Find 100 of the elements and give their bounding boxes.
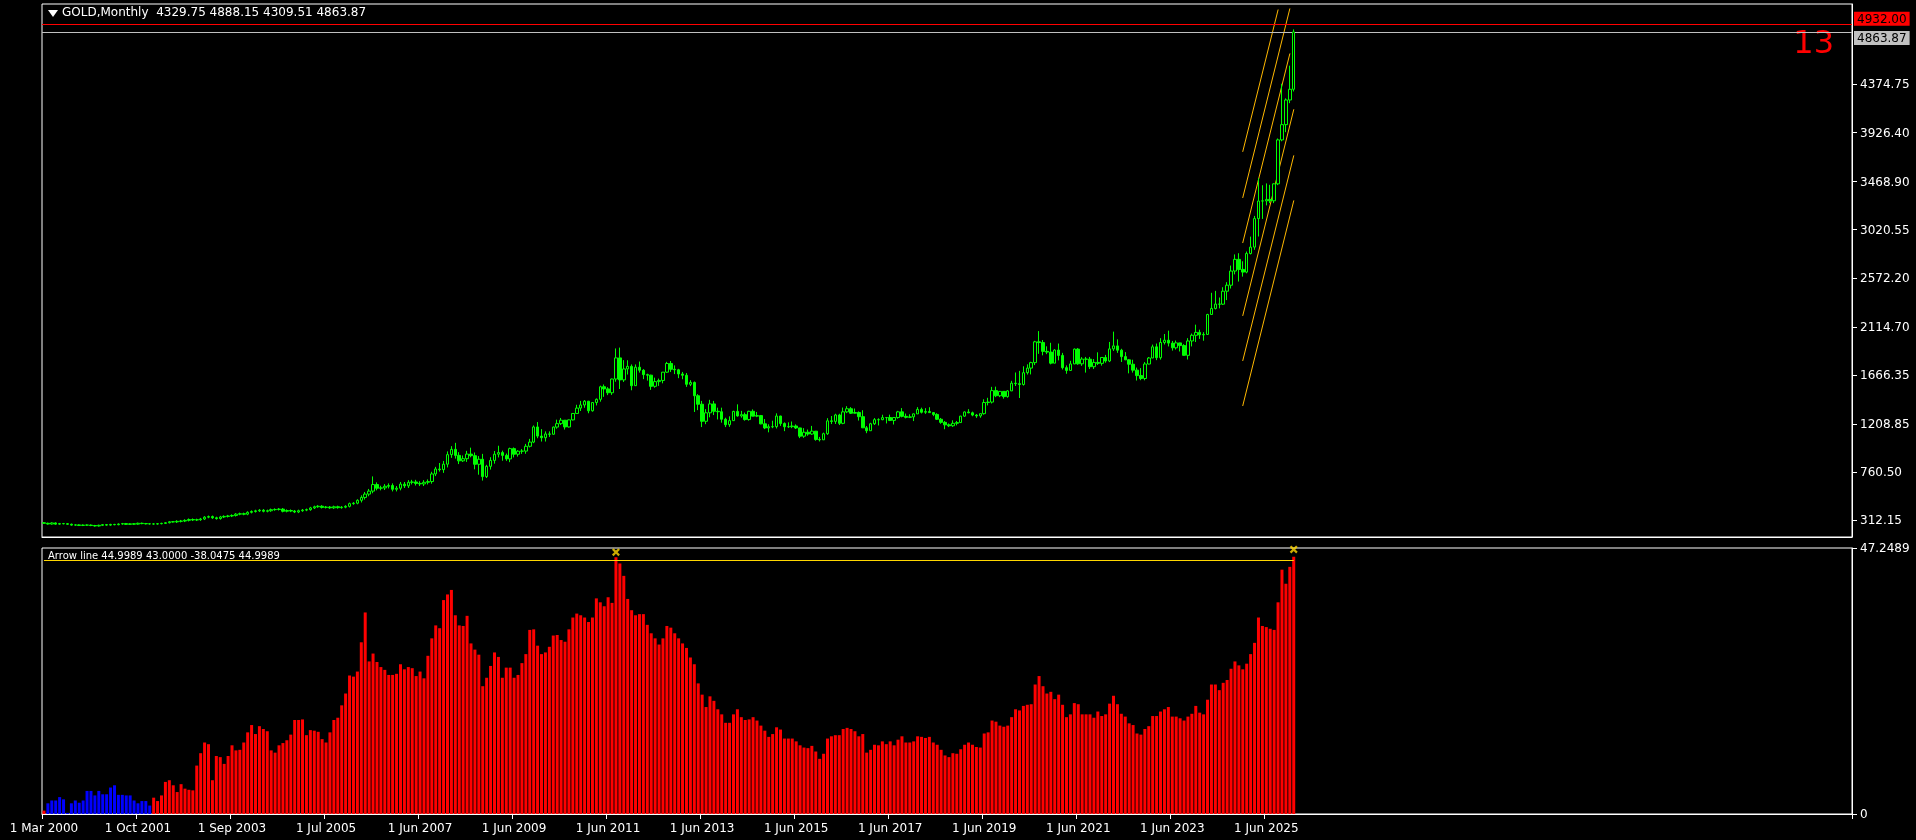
bar bbox=[58, 797, 62, 814]
candlestick bbox=[516, 449, 520, 458]
candlestick bbox=[77, 523, 81, 527]
candlestick bbox=[246, 510, 249, 516]
bar bbox=[261, 728, 265, 814]
bar bbox=[293, 719, 297, 814]
bar bbox=[144, 801, 148, 814]
bar bbox=[69, 803, 73, 814]
candlestick bbox=[653, 377, 657, 389]
bar bbox=[406, 667, 410, 814]
bar bbox=[637, 614, 641, 814]
bar bbox=[579, 615, 583, 814]
bar bbox=[230, 745, 234, 814]
bar bbox=[163, 781, 167, 814]
bar bbox=[257, 726, 261, 814]
bar bbox=[1178, 718, 1182, 814]
candlestick bbox=[747, 410, 751, 422]
bar bbox=[316, 731, 320, 814]
candlestick bbox=[583, 399, 586, 409]
candlestick bbox=[971, 411, 974, 417]
x-tick-label: 1 Jun 2013 bbox=[669, 821, 735, 835]
candlestick bbox=[826, 417, 829, 436]
y-tick-label: 312.15 bbox=[1860, 513, 1902, 528]
bar bbox=[916, 736, 920, 814]
candlestick bbox=[1049, 342, 1053, 365]
candlestick bbox=[1084, 356, 1088, 374]
bar bbox=[418, 671, 422, 814]
candlestick bbox=[618, 347, 622, 390]
candlestick bbox=[234, 512, 238, 518]
candlestick bbox=[242, 512, 246, 516]
candlestick bbox=[313, 505, 316, 510]
bar bbox=[571, 617, 575, 814]
candlestick bbox=[454, 442, 457, 460]
bar bbox=[50, 800, 54, 814]
candlestick bbox=[524, 443, 528, 455]
candlestick bbox=[520, 448, 524, 455]
bar bbox=[532, 629, 536, 814]
candlestick bbox=[360, 494, 363, 503]
candlestick bbox=[935, 412, 939, 421]
bar bbox=[775, 727, 779, 814]
bar bbox=[101, 794, 105, 814]
bar bbox=[947, 757, 951, 814]
bar bbox=[826, 738, 830, 814]
bar bbox=[167, 780, 171, 814]
y-tick-label: 3020.55 bbox=[1860, 222, 1910, 237]
candlestick bbox=[117, 522, 120, 526]
bar bbox=[598, 602, 602, 814]
y-tick-label: 3468.90 bbox=[1860, 174, 1910, 189]
candlestick bbox=[148, 522, 151, 526]
bar bbox=[1002, 726, 1006, 814]
candlestick bbox=[219, 515, 222, 521]
bar bbox=[614, 557, 618, 814]
candlestick bbox=[1100, 356, 1104, 367]
candlestick bbox=[1194, 324, 1198, 343]
candlestick bbox=[1178, 342, 1182, 352]
bar bbox=[1213, 684, 1217, 814]
candlestick bbox=[814, 430, 818, 442]
bar bbox=[112, 785, 116, 814]
candlestick bbox=[849, 406, 853, 415]
bar bbox=[876, 745, 880, 814]
candlestick bbox=[512, 446, 516, 458]
bar bbox=[46, 803, 50, 814]
bar bbox=[250, 725, 254, 814]
x-tick-label: 1 Mar 2000 bbox=[9, 821, 79, 835]
bar bbox=[841, 728, 845, 814]
bar bbox=[888, 741, 892, 814]
candlestick bbox=[50, 521, 54, 526]
bar bbox=[1221, 682, 1225, 814]
y-tick-label: 2114.70 bbox=[1860, 319, 1910, 334]
bar bbox=[387, 674, 391, 814]
candlestick bbox=[959, 415, 962, 424]
bar bbox=[308, 730, 312, 814]
bar bbox=[1096, 711, 1100, 814]
bar bbox=[332, 719, 336, 814]
bar bbox=[974, 747, 978, 814]
candlestick bbox=[532, 424, 535, 444]
bar bbox=[896, 739, 900, 814]
bar bbox=[187, 789, 191, 814]
candlestick bbox=[97, 524, 101, 528]
bar bbox=[908, 742, 912, 814]
bar bbox=[109, 787, 113, 814]
candlestick bbox=[238, 512, 242, 516]
bar bbox=[179, 784, 183, 814]
candlestick bbox=[548, 430, 551, 438]
candlestick bbox=[806, 429, 810, 437]
candlestick bbox=[266, 509, 269, 513]
bar bbox=[1057, 694, 1061, 814]
candlestick bbox=[508, 447, 512, 463]
candlestick bbox=[324, 505, 328, 509]
bar bbox=[575, 613, 579, 814]
bar bbox=[1076, 704, 1080, 814]
bar bbox=[853, 731, 857, 814]
bar bbox=[371, 653, 375, 814]
candlestick bbox=[677, 368, 680, 379]
bar bbox=[810, 745, 814, 814]
candlestick bbox=[254, 509, 257, 514]
candlestick bbox=[790, 421, 794, 429]
candlestick bbox=[407, 479, 410, 489]
bar bbox=[434, 625, 438, 814]
candlestick bbox=[1002, 390, 1006, 400]
